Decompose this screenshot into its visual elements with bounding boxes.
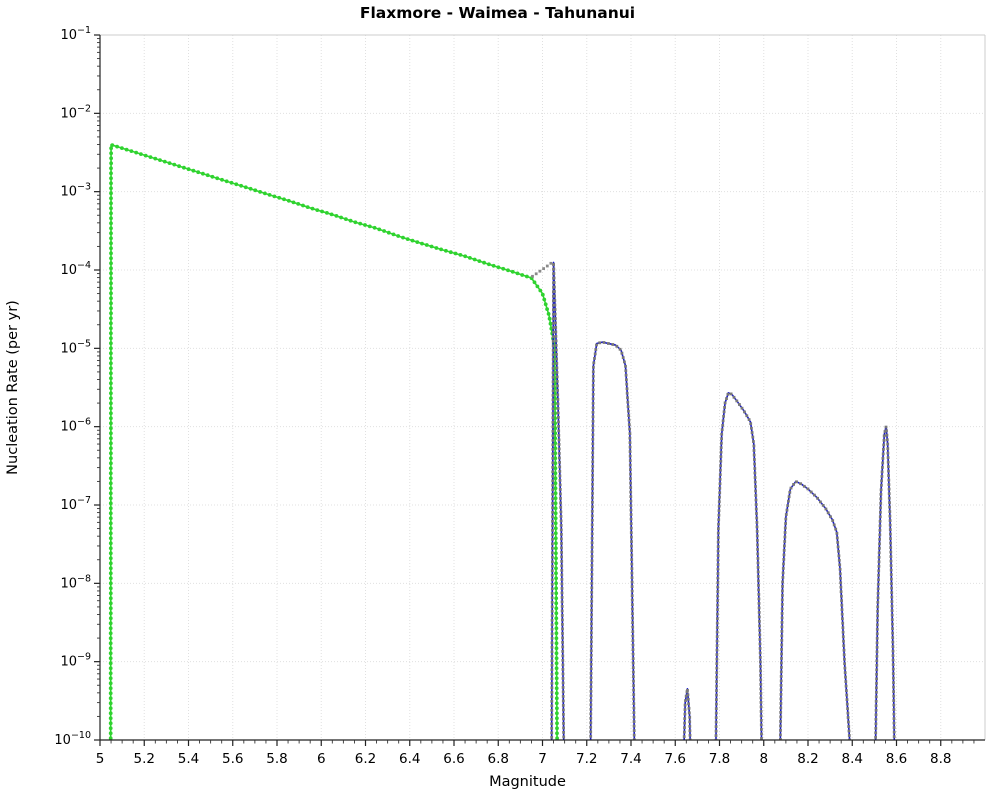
y-tick-label: 10−8 <box>60 573 91 591</box>
x-tick-label: 8 <box>759 751 768 767</box>
chart-title: Flaxmore - Waimea - Tahunanui <box>360 4 635 22</box>
x-tick-label: 6.8 <box>488 751 509 767</box>
x-tick-label: 6.6 <box>443 751 464 767</box>
x-tick-label: 8.6 <box>886 751 907 767</box>
labels: Flaxmore - Waimea - Tahunanui Magnitude Nu… <box>5 4 635 790</box>
y-tick-label: 10−6 <box>60 417 91 435</box>
x-tick-label: 6.4 <box>399 751 420 767</box>
y-tick-label: 10−5 <box>60 338 91 356</box>
y-tick-label: 10−4 <box>60 260 91 278</box>
y-tick-label: 10−3 <box>60 182 91 200</box>
x-tick-label: 5 <box>96 751 105 767</box>
y-tick-label: 10−10 <box>54 730 91 748</box>
series-green-series <box>108 143 559 740</box>
axes <box>99 34 986 741</box>
y-tick-label: 10−2 <box>60 103 91 121</box>
x-axis: 5 5.2 5.4 5.6 5.8 6 6.2 6.4 6.6 6.8 7 7.2 7.4 7.6 7.8 8… <box>96 740 975 767</box>
y-tick-label: 10−7 <box>60 495 91 513</box>
x-tick-label: 8.2 <box>797 751 818 767</box>
y-tick-label: 10−1 <box>60 25 91 43</box>
x-tick-label: 6.2 <box>355 751 376 767</box>
x-tick-label: 7 <box>538 751 547 767</box>
x-tick-label: 5.2 <box>134 751 155 767</box>
x-axis-label: Magnitude <box>489 774 566 790</box>
x-tick-label: 7.8 <box>709 751 730 767</box>
y-axis-label: Nucleation Rate (per yr) <box>5 300 21 475</box>
x-tick-label: 7.6 <box>665 751 686 767</box>
series-gray-dotted-series <box>531 261 553 278</box>
x-tick-label: 7.2 <box>576 751 597 767</box>
series <box>108 143 896 740</box>
x-tick-label: 5.8 <box>266 751 287 767</box>
y-axis: 10−1 10−2 10−3 10−4 10−5 10−6 10−7 10−8 10−9 10−1… <box>54 25 100 748</box>
series-blue-series <box>550 261 896 740</box>
x-tick-label: 7.4 <box>620 751 641 767</box>
x-tick-label: 5.4 <box>178 751 199 767</box>
x-tick-label: 8.8 <box>930 751 951 767</box>
x-tick-label: 5.6 <box>222 751 243 767</box>
x-tick-label: 8.4 <box>842 751 863 767</box>
x-tick-label: 6 <box>317 751 326 767</box>
y-tick-label: 10−9 <box>60 652 91 670</box>
